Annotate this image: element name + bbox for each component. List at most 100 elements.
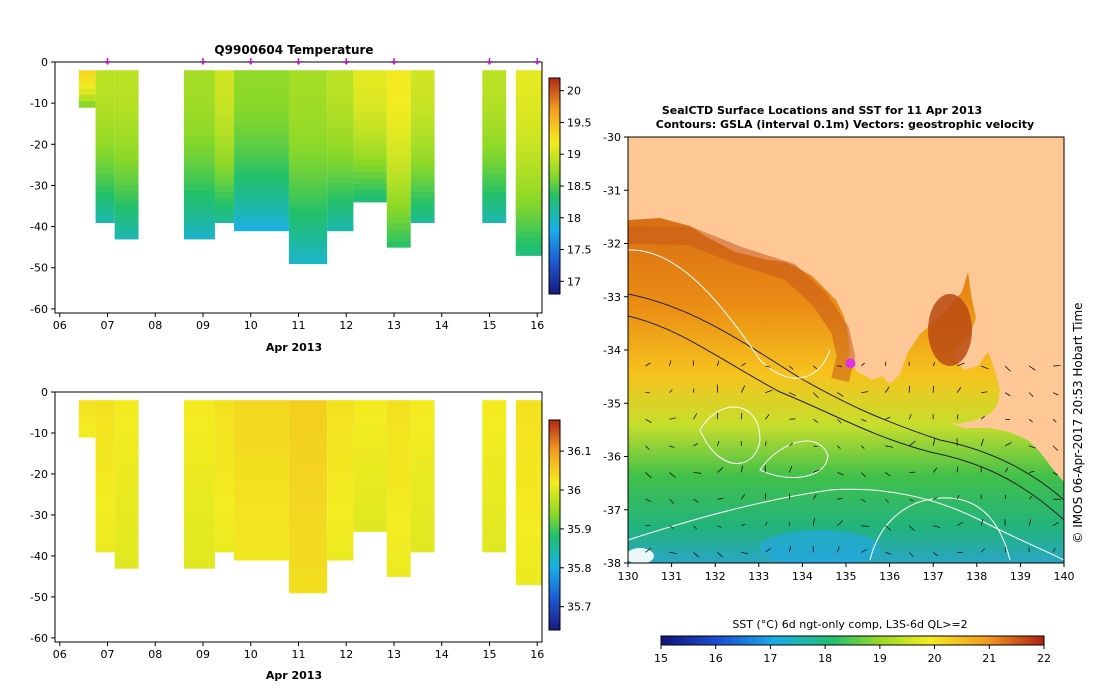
- cast-6-cell: [288, 466, 328, 473]
- cast-8-cell: [353, 495, 387, 503]
- velocity-vector: [932, 438, 936, 446]
- cast-10-cell: [410, 503, 435, 510]
- cast-2-cell: [114, 106, 139, 113]
- map-x-tick-label: 137: [923, 570, 944, 583]
- cast-3-cell: [183, 436, 215, 443]
- velocity-vector: [669, 472, 676, 478]
- velocity-vector: [765, 548, 771, 553]
- cast-9-cell: [386, 448, 411, 456]
- cast-8-cell: [353, 501, 387, 508]
- cast-2-cell: [114, 136, 139, 144]
- cast-5-cell: [234, 400, 289, 407]
- cast-4-cell: [214, 198, 235, 205]
- x-tick-label: 16: [530, 648, 544, 661]
- salinity-xlabel: Apr 2013: [266, 669, 322, 682]
- cast-6-cell: [288, 586, 328, 594]
- cast-11-cell: [482, 400, 507, 407]
- cast-2-cell: [114, 544, 139, 551]
- cast-6-cell: [288, 94, 328, 101]
- velocity-vector: [741, 551, 749, 554]
- cast-8-cell: [353, 142, 387, 149]
- cast-9-cell: [386, 546, 411, 553]
- cast-5-cell: [234, 554, 289, 561]
- salinity-x-ticks: 06 07 08 09 10 11 12 13 14 15 16: [53, 642, 544, 661]
- cast-4-cell: [214, 185, 235, 193]
- cast-10-cell: [410, 143, 435, 150]
- cast-3-cell: [183, 166, 215, 174]
- cast-3-cell: [183, 532, 215, 539]
- cast-6-cell: [288, 148, 328, 156]
- cast-6-cell: [288, 460, 328, 467]
- cast-12-cell: [515, 412, 542, 419]
- cast-11-cell: [482, 125, 507, 132]
- cast-6-cell: [288, 424, 328, 431]
- map-x-ticks: 130 131 132 133 134 135 136 137 138 139 140: [618, 563, 1075, 583]
- velocity-vector: [908, 440, 916, 447]
- velocity-vector: [741, 494, 745, 500]
- cast-1-cell: [95, 70, 115, 77]
- velocity-vector: [1052, 392, 1059, 396]
- velocity-vector: [980, 415, 985, 420]
- sst-colorbar-tick-label: 20: [928, 652, 942, 665]
- cast-marker-head: [534, 61, 541, 65]
- cast-5-cell: [234, 518, 289, 526]
- cast-11-cell: [482, 466, 507, 474]
- cast-5-cell: [234, 111, 289, 119]
- velocity-vector: [717, 552, 723, 558]
- cast-2-cell: [114, 76, 139, 83]
- cast-11-cell: [482, 185, 507, 193]
- cast-1-cell: [95, 192, 115, 199]
- cast-9-cell: [386, 173, 411, 181]
- cast-2-cell: [114, 556, 139, 563]
- cast-5-cell: [234, 465, 289, 472]
- cast-3-cell: [183, 178, 215, 186]
- cast-1-cell: [95, 412, 115, 419]
- velocity-vector: [812, 517, 815, 526]
- cast-2-cell: [114, 550, 139, 557]
- cast-10-cell: [410, 527, 435, 535]
- x-tick-label: 15: [482, 319, 496, 332]
- cast-11-cell: [482, 424, 507, 432]
- cast-7-cell: [327, 117, 354, 125]
- cast-6-cell: [288, 166, 328, 174]
- cast-12-cell: [515, 519, 542, 526]
- cast-10-cell: [410, 460, 435, 468]
- cast-0-cell: [78, 400, 96, 407]
- cast-8-cell: [353, 195, 387, 203]
- velocity-vector: [693, 388, 695, 393]
- cast-12-cell: [515, 213, 542, 221]
- x-tick-label: 09: [196, 648, 210, 661]
- cast-4-cell: [214, 545, 235, 553]
- cast-1-cell: [95, 173, 115, 181]
- cast-1-cell: [95, 149, 115, 156]
- cast-7-cell: [327, 512, 354, 520]
- cast-5-cell: [234, 88, 289, 95]
- cast-12-cell: [515, 554, 542, 562]
- cast-7-cell: [327, 441, 354, 449]
- cast-4-cell: [214, 509, 235, 516]
- cast-5-cell: [234, 506, 289, 514]
- cast-4-cell: [214, 204, 235, 211]
- cast-1-cell: [95, 125, 115, 132]
- cast-12-cell: [515, 183, 542, 191]
- velocity-vector: [836, 546, 840, 553]
- velocity-vector: [1004, 365, 1011, 372]
- cast-12-cell: [515, 477, 542, 484]
- cast-7-cell: [327, 70, 354, 77]
- cast-6-cell: [288, 118, 328, 126]
- cast-7-cell: [327, 111, 354, 119]
- cast-5-cell: [234, 200, 289, 208]
- sst-cool-patch: [760, 530, 880, 563]
- cast-4-cell: [214, 94, 235, 102]
- colorbar-tick-label: 35.9: [567, 523, 592, 536]
- cast-12-cell: [515, 447, 542, 455]
- cast-5-cell: [234, 76, 289, 83]
- cast-3-cell: [183, 124, 215, 131]
- cast-12-cell: [515, 453, 542, 461]
- cast-5-cell: [234, 183, 289, 190]
- velocity-vector: [1004, 547, 1007, 553]
- cast-10-cell: [410, 491, 435, 498]
- cast-12-cell: [515, 207, 542, 215]
- cast-8-cell: [353, 459, 387, 467]
- velocity-vector: [837, 472, 844, 476]
